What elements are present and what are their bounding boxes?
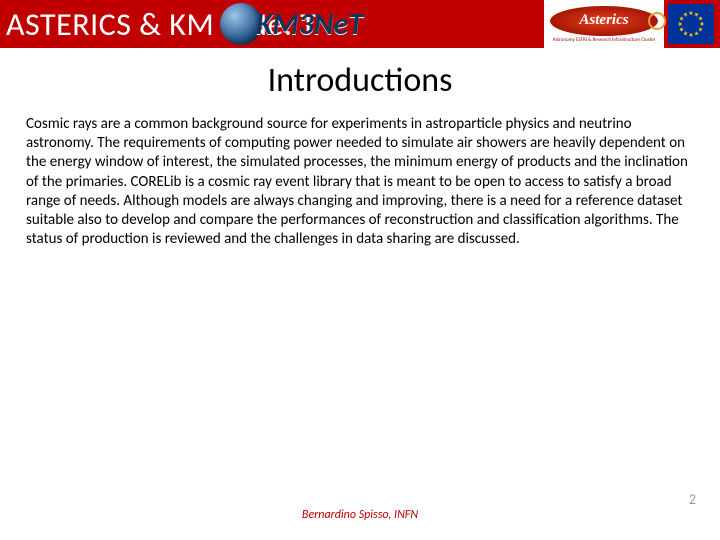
slide-title: Introductions xyxy=(0,60,720,101)
slide: ASTERICS & KM 3 Ne. T KM3NeT Asterics As… xyxy=(0,0,720,540)
km3net-text: KM3NeT xyxy=(256,6,363,43)
asterics-ring-icon xyxy=(645,9,668,32)
asterics-text: Asterics xyxy=(579,12,628,29)
page-number: 2 xyxy=(689,491,696,508)
km3net-logo: KM3NeT xyxy=(220,2,390,46)
asterics-oval: Asterics xyxy=(550,6,658,36)
footer-author: Bernardino Spisso, INFN xyxy=(0,508,720,522)
body-paragraph: Cosmic rays are a common background sour… xyxy=(0,101,720,249)
header-bar: ASTERICS & KM 3 Ne. T KM3NeT Asterics As… xyxy=(0,0,720,48)
eu-flag-icon: ★ ★ ★ ★ ★ ★ ★ ★ ★ ★ ★ ★ xyxy=(668,4,714,44)
asterics-subtitle: Astronomy ESFRI & Research Infrastructur… xyxy=(553,38,656,43)
asterics-logo: Asterics Astronomy ESFRI & Research Infr… xyxy=(544,0,664,48)
eu-stars: ★ ★ ★ ★ ★ ★ ★ ★ ★ ★ ★ ★ xyxy=(677,10,705,38)
